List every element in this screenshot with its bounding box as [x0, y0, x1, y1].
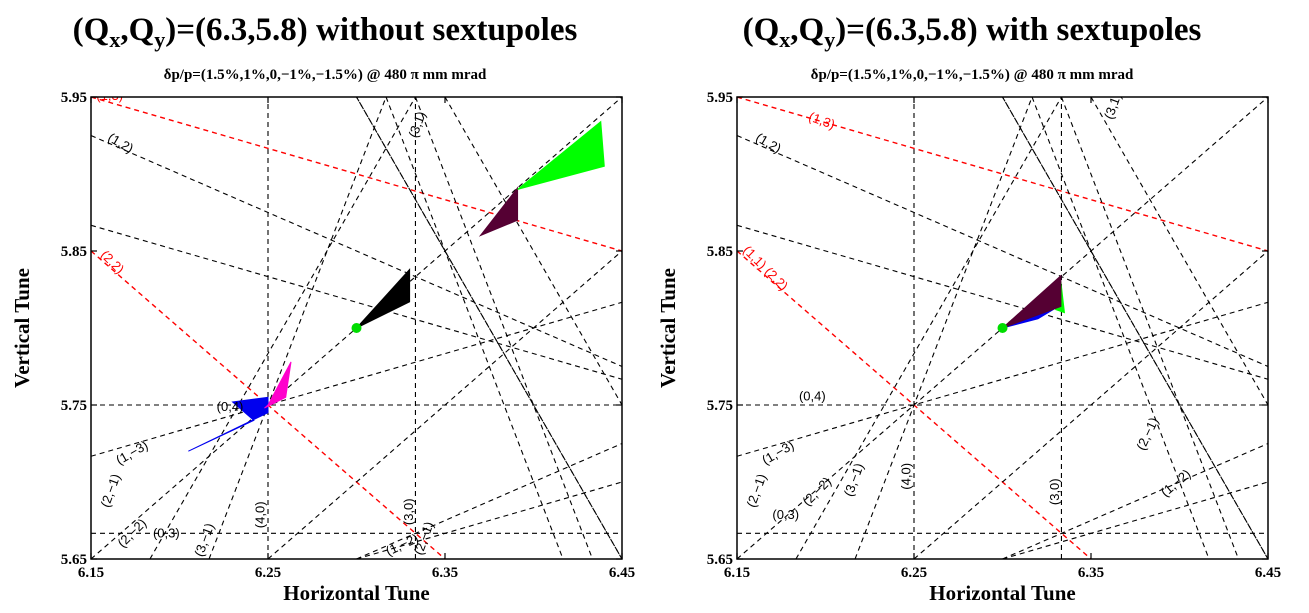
resonance-label: (3,−1) — [841, 461, 867, 498]
tune-footprint-1 — [188, 396, 269, 452]
resonance-label: (0,4) — [217, 399, 244, 414]
resonance-line — [414, 97, 594, 559]
title-part: )=(6.3,5.8) with sextupoles — [835, 12, 1201, 48]
plot-frame — [736, 96, 1269, 560]
chart-title: (Qx,Qy)=(6.3,5.8) with sextupoles — [743, 12, 1202, 52]
y-tick-label: 5.95 — [707, 90, 733, 106]
title-part: x — [109, 27, 120, 52]
x-axis-label: Horizontal Tune — [929, 581, 1075, 605]
resonance-line — [1060, 97, 1240, 559]
x-axis-label: Horizontal Tune — [283, 581, 429, 605]
resonance-line — [1002, 97, 1268, 559]
title-part: (Q — [743, 12, 780, 48]
tune-footprint-5 — [517, 120, 605, 190]
resonance-line — [1002, 481, 1268, 559]
y-tick-label: 5.75 — [61, 398, 87, 414]
resonance-line — [91, 97, 622, 252]
resonance-label: (0,4) — [799, 388, 826, 403]
chart-title: (Qx,Qy)=(6.3,5.8) without sextupoles — [73, 12, 578, 52]
resonance-label: (4,0) — [252, 501, 267, 528]
resonance-line — [737, 97, 1268, 252]
resonance-line — [1090, 97, 1268, 406]
y-tick-label: 5.75 — [707, 398, 733, 414]
x-tick-label: 6.25 — [901, 565, 927, 581]
x-tick-label: 6.15 — [724, 565, 750, 581]
title-part: ,Q — [120, 12, 154, 48]
resonance-line — [149, 97, 416, 559]
plot-area: (1,3)(1,2)(3,1)(2,2)(0,4)(1,−3)(2,−1)(2,… — [91, 88, 622, 559]
y-axis-label: Vertical Tune — [656, 268, 680, 388]
y-tick-label: 5.85 — [707, 244, 733, 260]
title-part: y — [824, 27, 835, 52]
chart-subtitle: δp/p=(1.5%,1%,0,−1%,−1.5%) @ 480 π mm mr… — [811, 67, 1134, 83]
resonance-label: (1,2) — [753, 130, 784, 156]
resonance-line — [356, 97, 622, 559]
x-tick-label: 6.45 — [609, 565, 635, 581]
resonance-line — [208, 97, 387, 559]
chart-subtitle: δp/p=(1.5%,1%,0,−1%,−1.5%) @ 480 π mm mr… — [164, 67, 487, 83]
resonance-label: (0,3) — [772, 507, 799, 522]
x-tick-label: 6.25 — [255, 565, 281, 581]
resonance-line — [1002, 97, 1268, 559]
chart-panel-1: (Qx,Qy)=(6.3,5.8) without sextupoles δp/p… — [10, 12, 635, 605]
resonance-label: (1,−3) — [759, 438, 796, 468]
resonance-label: (2,2) — [98, 247, 128, 277]
title-part: y — [154, 27, 165, 52]
resonance-line — [795, 97, 1062, 559]
resonance-line — [91, 134, 622, 368]
title-part: x — [779, 27, 790, 52]
resonance-line — [356, 481, 622, 559]
working-point — [997, 323, 1008, 333]
resonance-line — [737, 224, 1268, 380]
resonance-label: (2,−1) — [743, 472, 769, 509]
tune-footprint-3 — [1002, 274, 1062, 329]
y-tick-label: 5.95 — [61, 90, 87, 106]
plot-area: (1,3) (1,2) (3,1) (1,1) (2,2) (0,4) (1,−3) (2,… — [737, 91, 1268, 559]
resonance-line — [737, 134, 1268, 368]
chart-panel-2: (Qx,Qy)=(6.3,5.8) with sextupoles δp/p=(1… — [656, 12, 1281, 605]
resonance-label: (1,1) (2,2) — [740, 243, 791, 294]
resonance-label: (3,−1) — [191, 521, 217, 558]
resonance-label: (3,0) — [401, 498, 416, 525]
resonance-label: (3,0) — [1047, 478, 1062, 505]
resonance-line — [1031, 97, 1210, 559]
x-tick-label: 6.35 — [1078, 565, 1104, 581]
resonance-label: (4,0) — [898, 463, 913, 490]
title-part: )=(6.3,5.8) without sextupoles — [165, 12, 577, 48]
y-tick-label: 5.85 — [61, 244, 87, 260]
title-part: (Q — [73, 12, 110, 48]
resonance-label: (1,3) — [807, 109, 837, 132]
working-point — [351, 323, 362, 333]
resonance-line — [385, 97, 564, 559]
x-tick-label: 6.15 — [78, 565, 104, 581]
resonance-label: (1,3) — [96, 88, 123, 103]
plot-frame — [90, 96, 623, 560]
resonance-label: (2,−1) — [97, 472, 123, 509]
resonance-label: (2,−1) — [1133, 415, 1161, 452]
resonance-label: (3,1) — [1101, 91, 1124, 121]
resonance-line — [854, 97, 1033, 559]
resonance-line — [1002, 442, 1268, 559]
title-part: ,Q — [790, 12, 824, 48]
y-axis-label: Vertical Tune — [10, 268, 34, 388]
resonance-line — [356, 442, 622, 559]
resonance-label: (0,3) — [153, 525, 180, 540]
resonance-label: (1,−3) — [113, 438, 150, 468]
x-tick-label: 6.45 — [1255, 565, 1281, 581]
tune-footprint-3 — [356, 268, 411, 329]
tune-footprint-4 — [478, 186, 519, 237]
resonance-line — [91, 224, 622, 380]
y-tick-label: 5.65 — [707, 552, 733, 568]
tune-footprint-2 — [264, 361, 292, 409]
x-tick-label: 6.35 — [432, 565, 458, 581]
y-tick-label: 5.65 — [61, 552, 87, 568]
resonance-label: (3,1) — [405, 109, 428, 139]
resonance-line — [356, 97, 622, 559]
resonance-label: (1,2) — [105, 130, 136, 156]
